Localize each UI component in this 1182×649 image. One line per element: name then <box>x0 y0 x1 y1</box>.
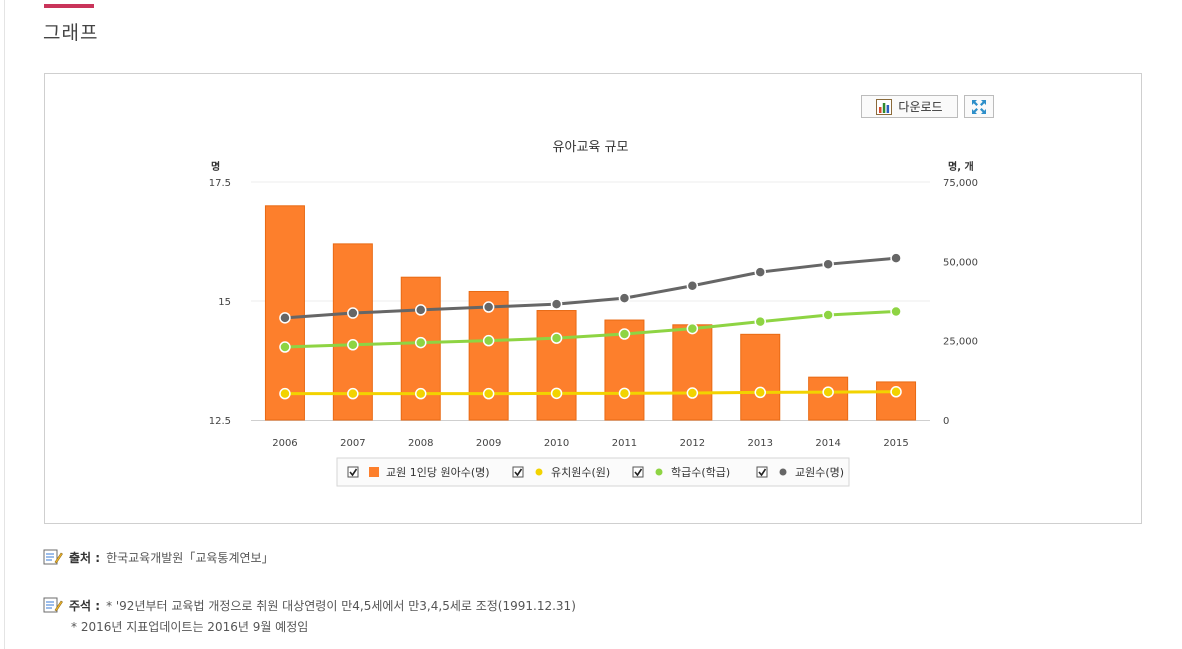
legend-swatch <box>655 468 663 476</box>
series-line <box>284 256 897 320</box>
source-note: 출처 : 한국교육개발원「교육통계연보」 <box>43 549 274 566</box>
chart-title: 유아교육 규모 <box>553 140 629 155</box>
series-point <box>618 328 631 340</box>
series-point <box>482 301 495 313</box>
series-point <box>347 339 359 351</box>
left-axis-tick-label: 15 <box>218 297 231 308</box>
source-text: 한국교육개발원「교육통계연보」 <box>106 551 274 565</box>
x-axis-tick-label: 2010 <box>544 438 569 449</box>
right-axis-tick-label: 50,000 <box>943 257 978 268</box>
series-point <box>890 305 902 318</box>
legend-swatch <box>369 467 379 477</box>
x-axis-tick-label: 2012 <box>680 438 705 449</box>
remark-line-2: * 2016년 지표업데이트는 2016년 9월 예정임 <box>71 620 309 634</box>
series-point <box>279 387 291 400</box>
series-point <box>415 336 427 349</box>
legend-checkbox[interactable] <box>512 466 524 478</box>
legend-label: 유치원수(원) <box>551 466 610 479</box>
x-axis-tick-label: 2014 <box>815 438 840 449</box>
x-axis-tick-label: 2011 <box>612 438 637 449</box>
chart-download-icon <box>876 98 893 115</box>
bar <box>672 324 713 421</box>
right-axis-tick-label: 25,000 <box>943 337 978 348</box>
legend-label: 교원수(명) <box>795 466 844 479</box>
series-point <box>415 304 427 316</box>
source-label: 출처 : <box>69 551 101 565</box>
remark-label: 주석 : <box>69 599 101 613</box>
series-point <box>754 315 766 328</box>
series-point <box>550 298 563 310</box>
left-axis-tick-label: 17.5 <box>209 178 231 189</box>
legend-checkbox[interactable] <box>756 466 768 478</box>
check-mark-icon <box>514 468 523 477</box>
series-point <box>686 280 699 292</box>
x-axis-tick-label: 2013 <box>748 438 773 449</box>
series-point <box>686 387 699 399</box>
series-point <box>618 292 631 304</box>
legend-swatch <box>779 468 787 476</box>
series-line <box>284 309 897 349</box>
remark-note: 주석 : * '92년부터 교육법 개정으로 취원 대상연령이 만4,5세에서 … <box>43 597 576 614</box>
series-line <box>284 390 897 396</box>
memo-pencil-icon <box>43 597 63 613</box>
series-point <box>482 334 495 347</box>
legend-checkbox[interactable] <box>347 466 359 478</box>
x-axis-tick-label: 2006 <box>272 438 297 449</box>
series-point <box>279 312 291 324</box>
series-point <box>890 386 902 398</box>
series-point <box>890 252 902 264</box>
legend-checkbox[interactable] <box>632 466 644 478</box>
series-point <box>482 387 495 400</box>
series-point <box>618 387 631 400</box>
left-axis-tick-label: 12.5 <box>209 416 231 427</box>
x-axis-tick-label: 2007 <box>340 438 365 449</box>
right-axis-tick-label: 75,000 <box>943 178 978 189</box>
bar <box>808 376 849 421</box>
series-point <box>550 387 563 400</box>
download-button-label: 다운로드 <box>898 100 943 114</box>
legend-label: 교원 1인당 원아수(명) <box>386 466 490 479</box>
series-point <box>550 332 563 344</box>
check-mark-icon <box>758 468 767 477</box>
x-axis-tick-label: 2008 <box>408 438 433 449</box>
series-point <box>822 309 834 321</box>
bar <box>876 381 917 421</box>
series-point <box>279 341 291 353</box>
section-title-accent <box>44 4 94 8</box>
expand-arrows-icon <box>972 99 986 114</box>
remark-line-1: * '92년부터 교육법 개정으로 취원 대상연령이 만4,5세에서 만3,4,… <box>106 599 576 613</box>
series-point <box>822 258 834 270</box>
series-point <box>822 386 834 398</box>
left-axis-unit-label: 명 <box>211 160 220 173</box>
series-point <box>347 307 359 319</box>
series-point <box>347 387 359 400</box>
series-point <box>754 386 766 399</box>
x-axis-tick-label: 2015 <box>883 438 908 449</box>
memo-pencil-icon <box>43 549 63 565</box>
right-axis-unit-label: 명, 개 <box>948 160 974 173</box>
section-title: 그래프 <box>43 22 99 44</box>
x-axis-tick-label: 2009 <box>476 438 501 449</box>
left-border-line <box>4 0 5 649</box>
series-point <box>686 322 699 335</box>
download-button[interactable]: 다운로드 <box>861 95 958 118</box>
series-point <box>415 387 427 400</box>
series-point <box>754 266 766 278</box>
fullscreen-button[interactable] <box>964 95 994 118</box>
chart-canvas: 유아교육 규모명 명, 개 12.5 15 17.5 0 25,000 50,000 75,00… <box>209 140 978 487</box>
bar <box>536 310 577 421</box>
check-mark-icon <box>349 468 358 477</box>
right-axis-tick-label: 0 <box>943 416 949 427</box>
legend-swatch <box>535 468 543 476</box>
bar <box>740 333 781 421</box>
legend-label: 학급수(학급) <box>671 466 730 479</box>
check-mark-icon <box>634 468 643 477</box>
